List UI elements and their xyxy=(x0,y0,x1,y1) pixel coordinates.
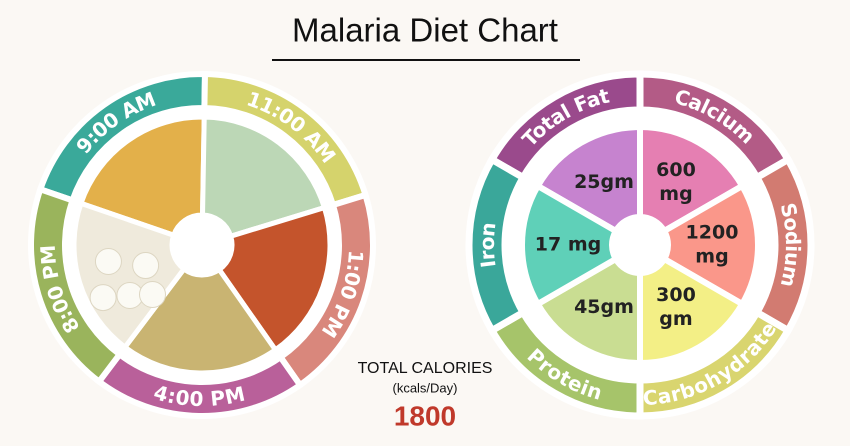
nutrient-amount: 45gm xyxy=(574,296,634,318)
nutrient-segment xyxy=(465,154,528,336)
food-detail xyxy=(132,252,160,280)
nutrient-amount: mg xyxy=(659,183,692,205)
food-detail xyxy=(89,284,117,312)
wheel-hole xyxy=(172,215,232,275)
food-detail xyxy=(116,281,144,309)
calories-label: TOTAL CALORIES xyxy=(358,360,493,377)
nutrient-amount: gm xyxy=(659,308,692,330)
meal-segment xyxy=(28,185,124,386)
calories-unit: (kcals/Day) xyxy=(392,380,457,395)
title: Malaria Diet Chart xyxy=(292,12,558,49)
nutrient-amount: mg xyxy=(695,246,728,268)
nutrient-amount: 17 mg xyxy=(535,234,601,256)
ring-label-text: Iron xyxy=(475,221,501,269)
wheel-hole xyxy=(612,217,668,273)
ring-label: Iron xyxy=(475,221,501,269)
nutrient-amount: 1200 xyxy=(686,222,739,244)
food-detail xyxy=(94,247,122,275)
nutrient-amount: 600 xyxy=(656,159,696,181)
nutrient-amount: 25gm xyxy=(574,171,634,193)
food-detail xyxy=(139,280,167,308)
nutrient-amount: 300 xyxy=(656,284,696,306)
calories-value: 1800 xyxy=(394,400,456,431)
